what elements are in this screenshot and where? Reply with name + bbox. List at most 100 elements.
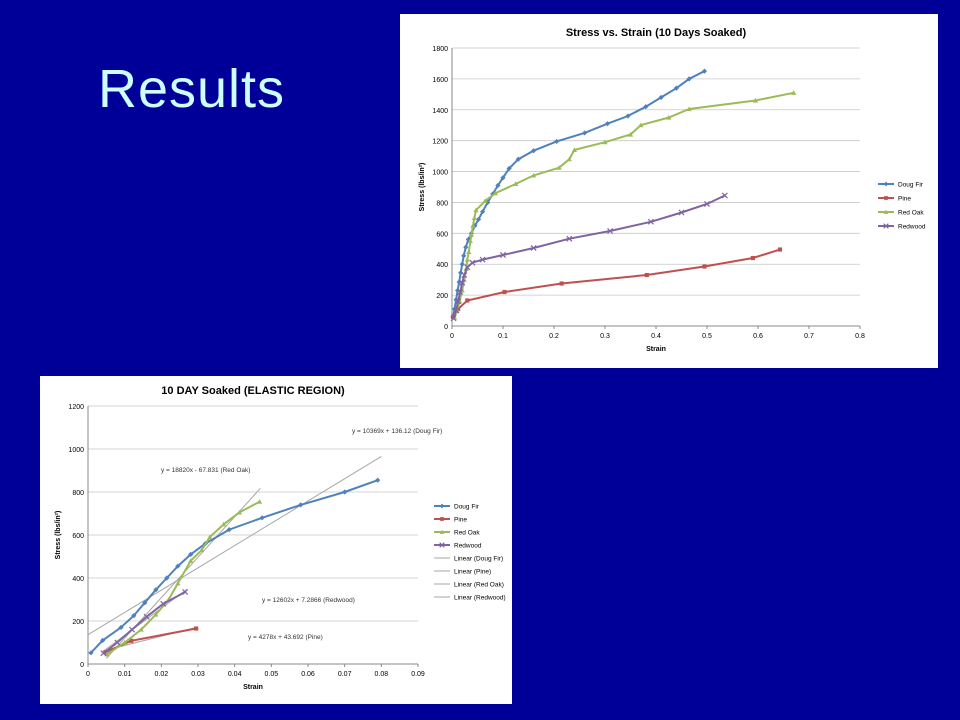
x-tick-label: 0.2 bbox=[549, 333, 559, 340]
data-point bbox=[666, 114, 672, 120]
x-tick-label: 0.05 bbox=[265, 671, 279, 678]
y-tick-label: 400 bbox=[436, 262, 448, 269]
data-point bbox=[461, 272, 468, 279]
data-point bbox=[164, 575, 170, 581]
x-tick-label: 0.02 bbox=[155, 671, 169, 678]
data-point bbox=[131, 613, 137, 619]
legend-item: Redwood bbox=[878, 223, 926, 231]
data-point bbox=[530, 244, 537, 252]
data-point bbox=[566, 156, 572, 162]
legend-label: Doug Fir bbox=[898, 182, 924, 189]
y-tick-label: 800 bbox=[436, 200, 448, 207]
data-point bbox=[686, 76, 692, 82]
legend-item: Doug Fir bbox=[434, 504, 480, 511]
legend-item: Linear (Pine) bbox=[434, 569, 491, 576]
chart-title: Stress vs. Strain (10 Days Soaked) bbox=[566, 27, 747, 39]
data-point bbox=[506, 165, 512, 172]
legend-item: Pine bbox=[878, 196, 911, 203]
y-tick-label: 0 bbox=[444, 324, 448, 331]
y-tick-label: 1000 bbox=[432, 170, 448, 177]
data-point bbox=[750, 255, 755, 261]
data-point bbox=[199, 547, 205, 553]
data-point bbox=[439, 503, 445, 509]
data-point bbox=[678, 209, 685, 216]
data-point bbox=[439, 542, 445, 548]
legend-item: Pine bbox=[434, 517, 467, 524]
y-tick-label: 0 bbox=[80, 662, 84, 669]
data-point bbox=[440, 517, 444, 521]
series-redwood bbox=[450, 192, 728, 322]
x-tick-label: 0.09 bbox=[411, 671, 425, 678]
stress-strain-chart: Stress vs. Strain (10 Days Soaked) 0 200 40… bbox=[400, 14, 938, 368]
trendline-equation: y = 12602x + 7.2866 (Redwood) bbox=[262, 597, 355, 604]
legend-label: Linear (Redwood) bbox=[454, 595, 506, 602]
legend-label: Doug Fir bbox=[454, 504, 480, 511]
data-point bbox=[259, 515, 265, 521]
data-point bbox=[884, 196, 888, 200]
legend-item: Doug Fir bbox=[878, 182, 924, 189]
y-tick-label: 1200 bbox=[68, 404, 84, 411]
legend-label: Linear (Doug Fir) bbox=[454, 556, 503, 563]
slide-title: Results bbox=[98, 59, 286, 119]
legend-label: Linear (Red Oak) bbox=[454, 582, 504, 589]
y-tick-label: 800 bbox=[72, 490, 84, 497]
data-point bbox=[701, 68, 708, 74]
data-point bbox=[658, 94, 664, 101]
x-axis-label: Strain bbox=[646, 346, 666, 353]
data-point bbox=[571, 147, 577, 153]
data-point bbox=[647, 218, 654, 225]
data-point bbox=[883, 209, 889, 214]
data-point bbox=[466, 249, 472, 254]
data-point bbox=[625, 113, 631, 119]
data-point bbox=[502, 289, 507, 295]
y-tick-label: 1600 bbox=[432, 77, 448, 84]
x-tick-label: 0.6 bbox=[753, 333, 763, 340]
x-tick-label: 0.7 bbox=[804, 333, 814, 340]
data-point bbox=[644, 272, 649, 278]
data-point bbox=[342, 489, 348, 495]
x-tick-label: 0.06 bbox=[301, 671, 315, 678]
data-point bbox=[470, 223, 476, 228]
data-point bbox=[450, 315, 457, 322]
data-point bbox=[556, 165, 562, 170]
data-point bbox=[463, 244, 469, 250]
data-point bbox=[175, 580, 181, 586]
data-point bbox=[468, 232, 474, 237]
data-point bbox=[153, 587, 159, 593]
data-point bbox=[777, 247, 783, 252]
y-tick-label: 1800 bbox=[432, 46, 448, 53]
data-point bbox=[791, 90, 797, 95]
data-point bbox=[129, 638, 134, 643]
data-point bbox=[638, 122, 644, 128]
trendline-equation: y = 10369x + 136.12 (Doug Fir) bbox=[352, 428, 442, 435]
elastic-region-chart: 10 DAY Soaked (ELASTIC REGION) 0 200 400 600… bbox=[40, 376, 512, 704]
legend-item: Red Oak bbox=[434, 530, 480, 537]
data-point bbox=[467, 238, 473, 244]
elastic-region-chart-svg: 10 DAY Soaked (ELASTIC REGION) 0 200 400 600… bbox=[55, 385, 506, 691]
data-point bbox=[531, 172, 537, 178]
y-tick-label: 1400 bbox=[432, 108, 448, 115]
data-point bbox=[752, 97, 759, 103]
series-line bbox=[106, 500, 261, 656]
x-tick-label: 0.01 bbox=[118, 671, 132, 678]
data-point bbox=[153, 611, 159, 617]
data-point bbox=[160, 600, 167, 607]
data-point bbox=[257, 499, 263, 504]
data-point bbox=[128, 626, 136, 633]
series-line bbox=[453, 91, 794, 318]
x-tick-label: 0 bbox=[86, 671, 90, 678]
data-point bbox=[473, 207, 479, 213]
data-point bbox=[464, 264, 471, 271]
data-point bbox=[143, 613, 150, 620]
data-point bbox=[602, 139, 608, 145]
data-point bbox=[673, 85, 679, 91]
data-point bbox=[492, 190, 498, 196]
data-point bbox=[226, 527, 232, 533]
data-point bbox=[627, 131, 634, 137]
x-tick-label: 0.3 bbox=[600, 333, 610, 340]
legend-label: Linear (Pine) bbox=[454, 569, 491, 576]
data-point bbox=[566, 235, 573, 242]
x-tick-label: 0.1 bbox=[498, 333, 508, 340]
data-point bbox=[721, 192, 728, 199]
data-point bbox=[453, 307, 460, 314]
